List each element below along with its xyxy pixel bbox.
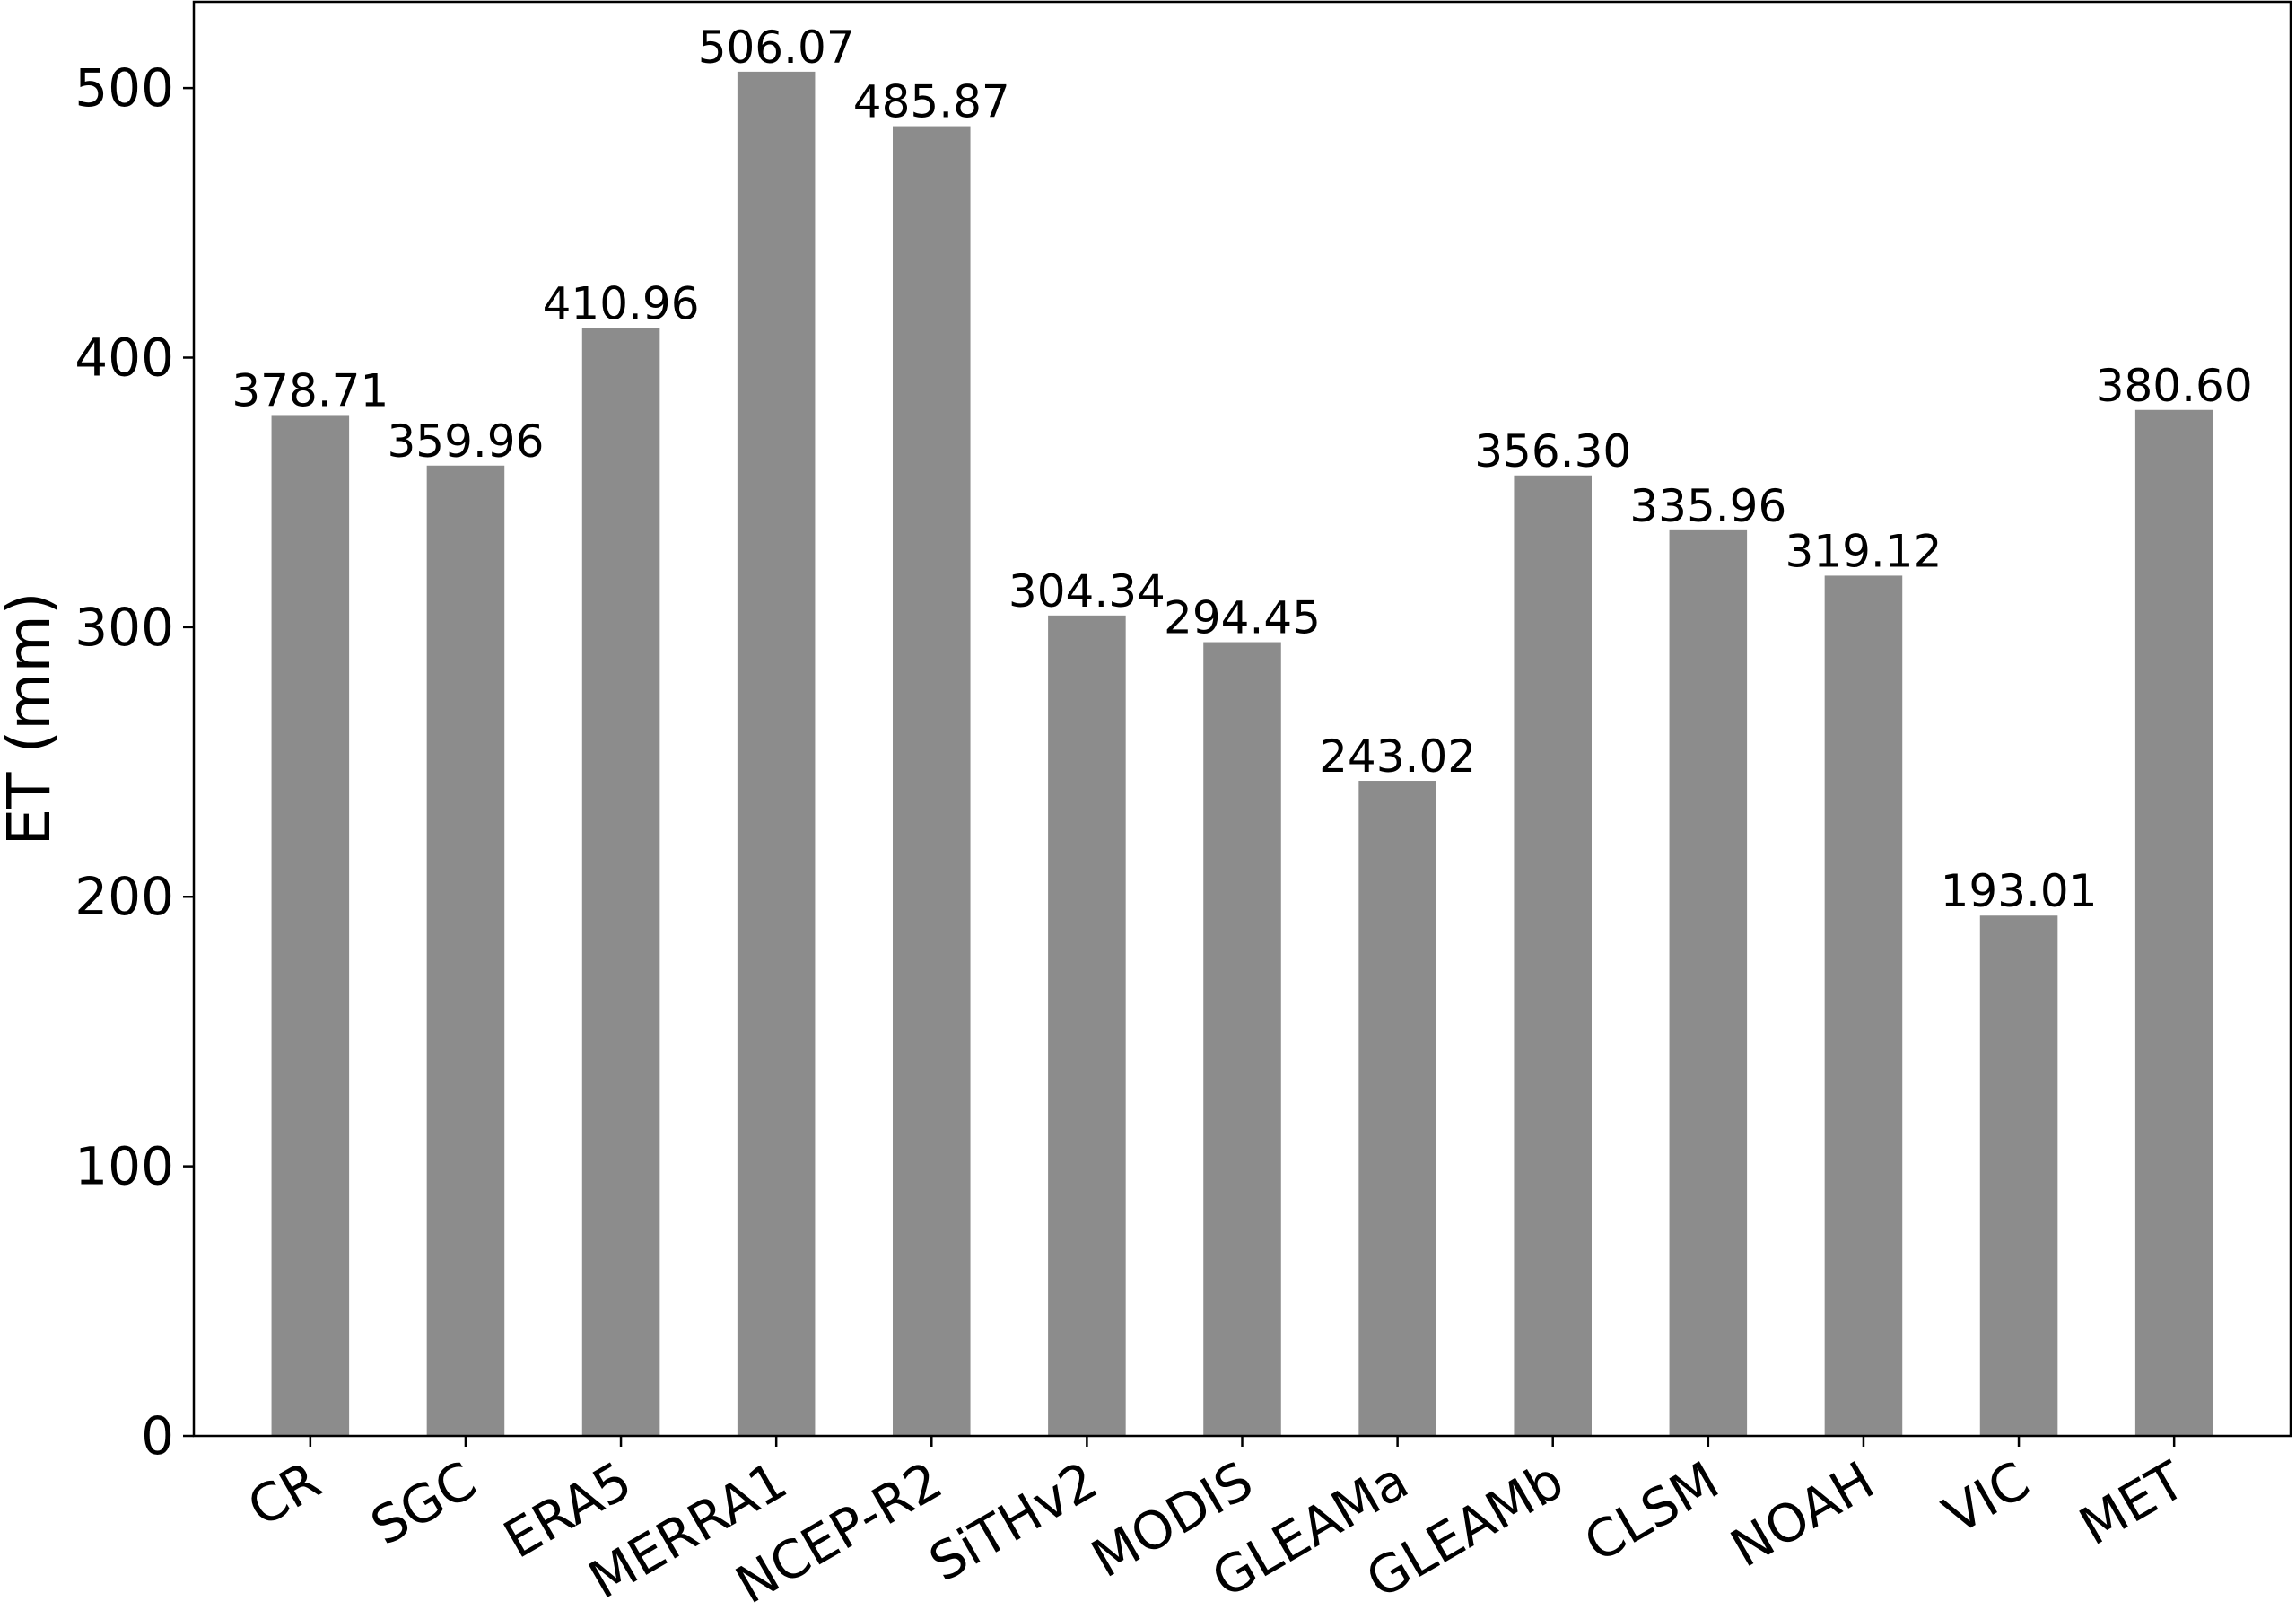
data-label-modis: 294.45 <box>1164 592 1321 644</box>
y-tick-label: 400 <box>74 327 174 388</box>
data-label-vic: 193.01 <box>1941 865 2098 917</box>
bar-met <box>2134 409 2213 1436</box>
data-label-cr: 378.71 <box>231 364 388 416</box>
x-axis: CR SGC ERA5MERRA1NCEP-R2SiTHv2MODISGLEAMaG… <box>238 1436 2196 1610</box>
x-tick-label-clsm: CLSM <box>1575 1449 1729 1574</box>
bar-cr <box>271 415 350 1436</box>
bar-modis <box>1203 642 1281 1436</box>
data-label-gleama: 243.02 <box>1319 731 1476 783</box>
bar-merra1 <box>737 71 816 1437</box>
data-label-noah: 319.12 <box>1785 525 1942 577</box>
bar-sithv2 <box>1048 615 1126 1436</box>
bar-era5 <box>581 328 660 1436</box>
bars-group <box>271 71 2213 1437</box>
data-label-sgc: 359.96 <box>387 416 544 468</box>
bar-vic <box>1979 915 2058 1436</box>
x-tick-label-vic: VIC <box>1934 1449 2039 1546</box>
y-tick-label: 200 <box>74 866 174 927</box>
plot-frame <box>192 0 2292 1438</box>
bar-ncep-r2 <box>893 126 971 1436</box>
data-label-ncep-r2: 485.87 <box>853 76 1010 128</box>
x-tick-label-noah: NOAH <box>1721 1449 1884 1579</box>
y-tick-label: 500 <box>74 57 174 118</box>
bar-gleamb <box>1514 475 1592 1436</box>
bar-gleama <box>1358 781 1436 1436</box>
data-label-clsm: 335.96 <box>1629 480 1786 532</box>
y-tick-label: 100 <box>74 1136 174 1197</box>
data-label-met: 380.60 <box>2096 360 2253 412</box>
data-label-era5: 410.96 <box>543 278 700 330</box>
x-tick-label-cr: CR <box>238 1449 331 1538</box>
data-label-sithv2: 304.34 <box>1008 565 1165 617</box>
x-tick-label-sgc: SGC <box>361 1449 486 1557</box>
x-tick-label-met: MET <box>2069 1449 2195 1557</box>
bar-sgc <box>426 465 505 1436</box>
data-label-gleamb: 356.30 <box>1474 425 1631 477</box>
y-tick-label: 300 <box>74 597 174 658</box>
bar-clsm <box>1669 529 1748 1436</box>
bar-noah <box>1824 575 1903 1436</box>
y-axis-title: ET (mm) <box>0 591 64 845</box>
x-tick-label-sithv2: SiTHv2 <box>919 1449 1107 1593</box>
y-axis: 0 100 200 300 400 500 <box>74 57 194 1466</box>
data-label-merra1: 506.07 <box>698 22 855 74</box>
y-tick-label: 0 <box>141 1405 174 1466</box>
